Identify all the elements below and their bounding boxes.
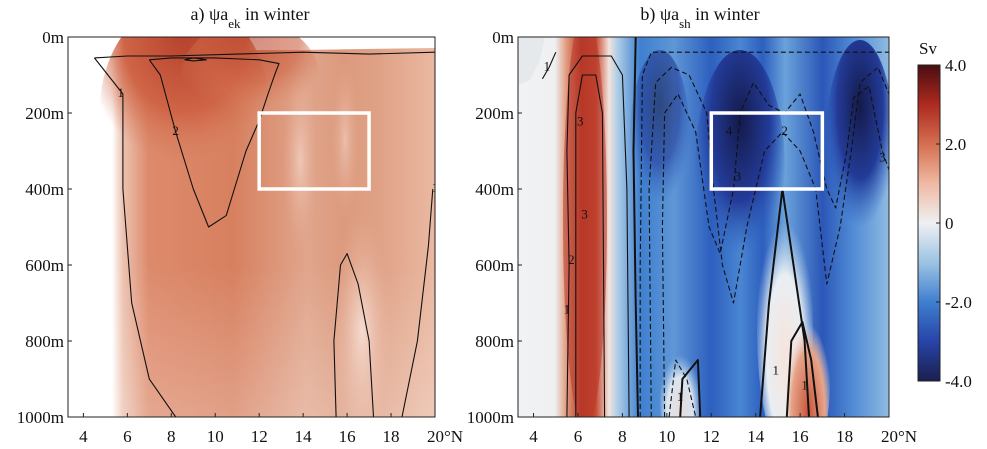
panel-b-contour-label: 3	[581, 207, 588, 222]
colorbar-tick-label: 2.0	[945, 135, 966, 154]
x-tick-label: 4	[79, 427, 88, 446]
panel-a-contour	[93, 57, 177, 417]
panel-a-title-subscript: ek	[228, 16, 241, 31]
panel-b-contours	[541, 37, 889, 417]
panel-b-contour	[639, 51, 889, 417]
colorbar-tick-label: -4.0	[945, 372, 972, 391]
panel-a-contour-labels: 1 2 1	[117, 85, 439, 195]
x-tick-label: 8	[618, 427, 627, 446]
colorbar-unit-label: Sv	[919, 39, 937, 58]
colorbar: Sv 4.0 2.0 0 -2.0 -4.0	[917, 39, 972, 391]
panel-b-contour	[575, 74, 606, 417]
panel-b-contour-label: 1	[772, 362, 779, 377]
panel-b-title-suffix: in winter	[691, 4, 760, 24]
panel-b-contour	[668, 359, 697, 417]
panel-a-contour	[401, 188, 434, 417]
panel-b-title-subscript: sh	[679, 16, 691, 31]
panel-b-contour-label: 3	[735, 169, 742, 184]
y-tick-label: 1000m	[17, 408, 64, 427]
colorbar-tick-label: 4.0	[945, 56, 966, 75]
x-tick-label: 18	[836, 427, 853, 446]
colorbar-ticks: 4.0 2.0 0 -2.0 -4.0	[936, 56, 972, 391]
panel-a-contour	[94, 51, 435, 59]
x-tick-label: 6	[574, 427, 583, 446]
x-tick-label: 4	[529, 427, 538, 446]
panel-b-contour-label: 3	[577, 113, 584, 128]
panel-a: a) ψaek in winter 121 4 6 8 10 12 14 16 18 20°N0…	[17, 4, 463, 446]
y-tick-label: 0m	[42, 28, 64, 47]
panel-a-contour	[333, 253, 375, 417]
y-tick-label: 1000m	[467, 408, 514, 427]
panel-b-contour	[648, 66, 889, 417]
x-tick-label: 18	[383, 427, 400, 446]
panel-a-field: 1 2 1	[68, 37, 439, 417]
panel-a-contour-label: 1	[117, 85, 124, 100]
panel-b-contour	[759, 188, 810, 417]
panel-b-field: 1 3 3 2 1 1 4 3 2 3 1 1	[518, 37, 889, 417]
x-tick-label: 20°N	[427, 427, 463, 446]
panel-a-title-suffix: in winter	[241, 4, 310, 24]
panel-a-highlight-box	[257, 111, 371, 191]
panel-b-contour	[566, 55, 630, 417]
panel-b-frame	[517, 36, 890, 418]
panel-a-contour-label: 1	[432, 180, 439, 195]
y-tick-label: 200m	[25, 104, 64, 123]
y-tick-label: 200m	[475, 104, 514, 123]
colorbar-tick-label: -2.0	[945, 293, 972, 312]
x-tick-label: 14	[295, 427, 313, 446]
x-tick-label: 6	[123, 427, 132, 446]
y-tick-label: 800m	[475, 332, 514, 351]
y-tick-label: 400m	[475, 180, 514, 199]
x-tick-label: 20°N	[881, 427, 917, 446]
x-tick-label: 14	[747, 427, 765, 446]
panel-a-frame	[67, 36, 436, 418]
panel-b-contour-label: 1	[544, 58, 551, 73]
x-tick-label: 10	[207, 427, 224, 446]
panel-b-contour-label: 2	[781, 123, 788, 138]
colorbar-tick-label: 0	[945, 214, 954, 233]
x-tick-label: 8	[167, 427, 176, 446]
x-tick-label: 12	[703, 427, 720, 446]
panel-b-contour-label: 3	[879, 150, 886, 165]
panel-b-contour-label: 1	[677, 389, 684, 404]
x-tick-label: 16	[339, 427, 356, 446]
panel-b-contour	[661, 82, 889, 417]
panel-b-contour-labels: 1 3 3 2 1 1 4 3 2 3 1 1	[544, 58, 886, 404]
panel-b-title: b) ψash in winter	[640, 4, 759, 31]
panel-b-contour	[632, 37, 639, 417]
panel-b-contour-label: 1	[801, 378, 808, 393]
panel-b-contour-label: 1	[564, 302, 571, 317]
panel-b-highlight-box	[709, 111, 825, 191]
x-tick-label: 12	[251, 427, 268, 446]
y-tick-label: 400m	[25, 180, 64, 199]
panel-b-contour	[679, 359, 702, 417]
y-tick-label: 600m	[475, 256, 514, 275]
panel-a-title: a) ψaek in winter	[190, 4, 309, 31]
y-tick-label: 800m	[25, 332, 64, 351]
x-tick-label: 10	[658, 427, 675, 446]
x-tick-label: 16	[792, 427, 809, 446]
panel-b-contour-label: 2	[568, 252, 575, 267]
panel-b-contour	[785, 321, 819, 417]
panel-b-contour	[541, 51, 557, 80]
y-tick-label: 0m	[492, 28, 514, 47]
panel-a-contour-label: 2	[172, 123, 179, 138]
panel-a-contour	[184, 57, 207, 62]
y-tick-label: 600m	[25, 256, 64, 275]
panel-b-contour-label: 4	[726, 123, 733, 138]
